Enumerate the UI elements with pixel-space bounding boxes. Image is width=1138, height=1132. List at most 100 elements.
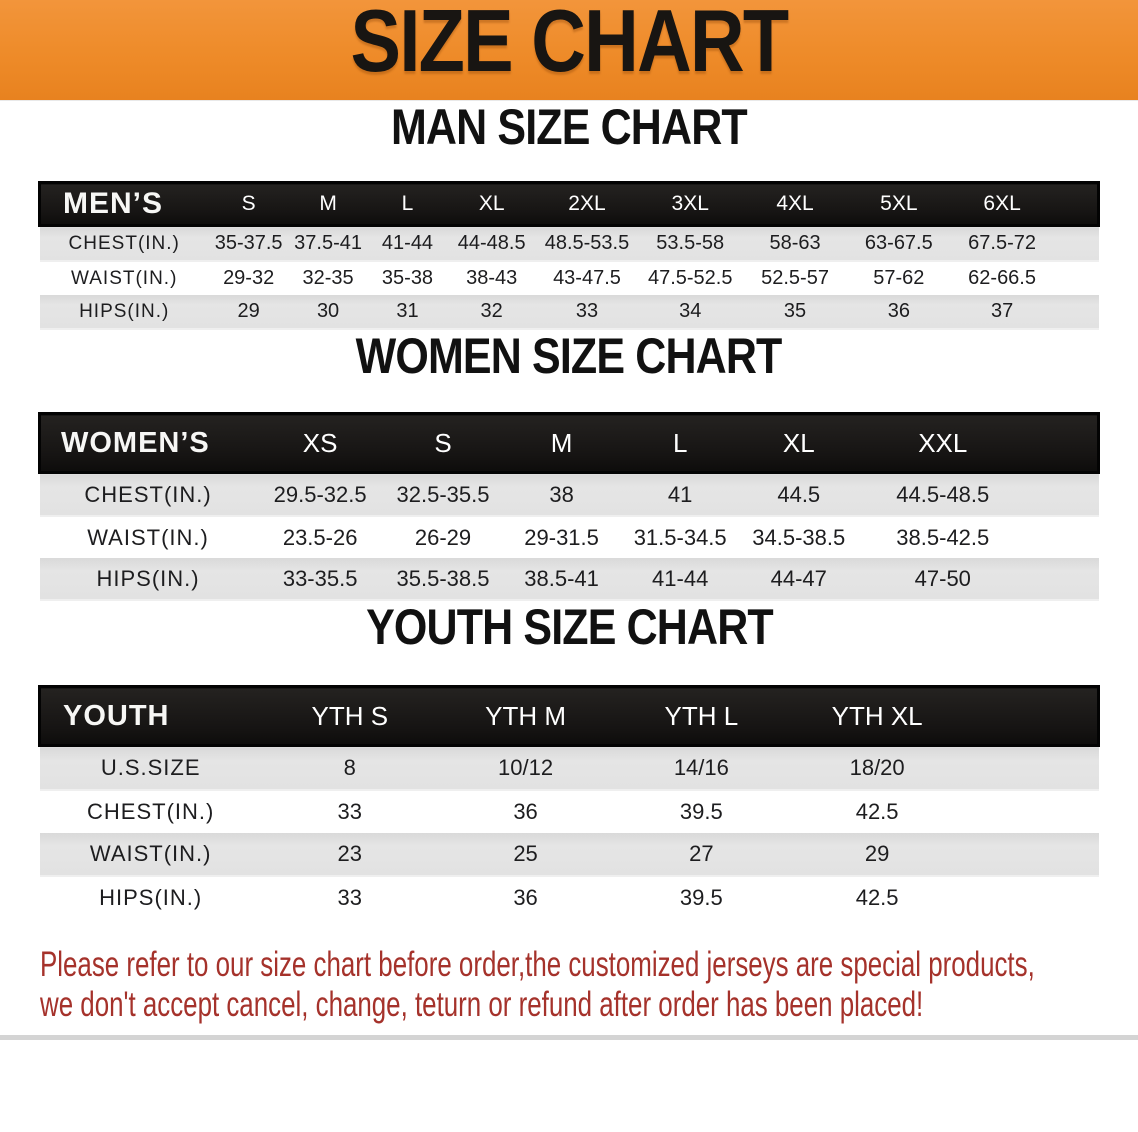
measurement-value: 35 [742, 295, 848, 330]
section-man: MAN SIZE CHART MEN’S S M L XL 2XL 3XL 4XL 5XL 6XL… [0, 101, 1138, 330]
measurement-value: 44.5-48.5 [858, 472, 1028, 517]
section-youth: YOUTH SIZE CHART YOUTH YTH S YTH M YTH L YTH… [0, 601, 1138, 919]
size-column-header: L [620, 412, 740, 474]
section-women: WOMEN SIZE CHART WOMEN’S XS S M L XL XXL CHEST(… [0, 330, 1138, 601]
measurement-label: WAIST(IN.) [39, 261, 209, 295]
measurement-value: 36 [437, 790, 614, 833]
size-column-header: 6XL [950, 181, 1054, 227]
measurement-value: 38 [502, 472, 621, 517]
measurement-label: CHEST(IN.) [39, 790, 262, 833]
bottom-divider [0, 1035, 1138, 1040]
measurement-row: WAIST(IN.) 29-32 32-35 35-38 38-43 43-47.5 47.… [39, 261, 1099, 295]
disclaimer-line-2: we don't accept cancel, change, teturn o… [40, 985, 924, 1024]
measurement-value: 52.5-57 [742, 261, 848, 295]
size-column-header: 2XL [536, 181, 638, 227]
youth-size-table: YOUTH YTH S YTH M YTH L YTH XL U.S.SIZE 8 10/12… [37, 685, 1101, 919]
youth-section-heading: YOUTH SIZE CHART [0, 601, 1138, 663]
size-column-header: XL [447, 181, 537, 227]
measurement-value: 48.5-53.5 [536, 225, 638, 262]
measurement-label: HIPS(IN.) [39, 558, 257, 601]
women-section-heading: WOMEN SIZE CHART [0, 330, 1138, 392]
row-spacer-cell [1027, 516, 1099, 558]
header-spacer-cell [965, 685, 1101, 747]
measurement-value: 38.5-41 [502, 558, 621, 601]
measurement-label: U.S.SIZE [39, 745, 262, 791]
measurement-row: CHEST(IN.) 33 36 39.5 42.5 [39, 790, 1099, 833]
measurement-value: 8 [261, 745, 438, 791]
measurement-value: 41-44 [620, 558, 740, 601]
measurement-row: CHEST(IN.) 35-37.5 37.5-41 41-44 44-48.5 48.5… [39, 225, 1099, 262]
measurement-value: 41-44 [367, 225, 448, 262]
disclaimer: Please refer to our size chart before or… [40, 945, 1138, 1025]
size-column-header: XS [256, 412, 384, 474]
measurement-value: 38-43 [447, 261, 537, 295]
measurement-value: 58-63 [742, 225, 848, 262]
row-spacer-cell [1027, 558, 1099, 601]
measurement-value: 29 [789, 833, 966, 877]
size-column-header: XXL [858, 412, 1028, 474]
measurement-row: HIPS(IN.) 33 36 39.5 42.5 [39, 876, 1099, 919]
measurement-value: 32.5-35.5 [383, 472, 503, 517]
row-spacer-cell [965, 876, 1099, 919]
size-column-header: S [383, 412, 503, 474]
measurement-value: 33-35.5 [256, 558, 384, 601]
table-group-label: YOUTH [37, 685, 262, 747]
measurement-value: 29 [208, 295, 289, 330]
measurement-value: 29.5-32.5 [256, 472, 384, 517]
size-column-header: M [288, 181, 368, 227]
measurement-value: 44-48.5 [447, 225, 537, 262]
header-spacer-cell [1053, 181, 1100, 227]
measurement-value: 63-67.5 [847, 225, 951, 262]
size-column-header: 4XL [742, 181, 848, 227]
measurement-value: 32-35 [288, 261, 368, 295]
measurement-value: 35.5-38.5 [383, 558, 503, 601]
measurement-row: CHEST(IN.) 29.5-32.5 32.5-35.5 38 41 44.5 44.5… [39, 472, 1099, 517]
row-spacer-cell [965, 745, 1099, 791]
table-group-label: MEN’S [37, 181, 209, 227]
measurement-value: 23.5-26 [256, 516, 384, 558]
measurement-value: 44-47 [739, 558, 859, 601]
measurement-value: 47-50 [858, 558, 1028, 601]
man-section-heading: MAN SIZE CHART [0, 101, 1138, 163]
size-column-header: YTH S [261, 685, 438, 747]
row-spacer-cell [1027, 472, 1099, 517]
table-header-row: YOUTH YTH S YTH M YTH L YTH XL [37, 685, 1101, 747]
page-title-text: SIZE CHART [350, 0, 790, 90]
measurement-value: 23 [261, 833, 438, 877]
size-column-header: M [502, 412, 621, 474]
measurement-label: CHEST(IN.) [39, 225, 209, 262]
measurement-value: 39.5 [613, 876, 790, 919]
measurement-value: 36 [847, 295, 951, 330]
measurement-row: U.S.SIZE 8 10/12 14/16 18/20 [39, 745, 1099, 791]
measurement-value: 34 [637, 295, 743, 330]
measurement-row: WAIST(IN.) 23.5-26 26-29 29-31.5 31.5-34.5 34… [39, 516, 1099, 558]
row-spacer-cell [965, 790, 1099, 833]
measurement-value: 37 [950, 295, 1054, 330]
size-column-header: XL [739, 412, 859, 474]
measurement-label: WAIST(IN.) [39, 833, 262, 877]
measurement-value: 33 [261, 876, 438, 919]
measurement-label: WAIST(IN.) [39, 516, 257, 558]
womens-size-table: WOMEN’S XS S M L XL XXL CHEST(IN.) 29.5-32.5 32.5… [37, 412, 1100, 601]
banner: SIZE CHART [0, 0, 1138, 101]
measurement-row: HIPS(IN.) 33-35.5 35.5-38.5 38.5-41 41-44 44-… [39, 558, 1099, 601]
size-column-header: S [208, 181, 289, 227]
measurement-value: 44.5 [739, 472, 859, 517]
measurement-value: 25 [437, 833, 614, 877]
measurement-value: 26-29 [383, 516, 503, 558]
measurement-value: 62-66.5 [950, 261, 1054, 295]
man-section-heading-text: MAN SIZE CHART [391, 99, 748, 155]
measurement-value: 30 [288, 295, 368, 330]
size-column-header: YTH XL [789, 685, 966, 747]
row-spacer-cell [965, 833, 1099, 877]
measurement-value: 29-31.5 [502, 516, 621, 558]
measurement-value: 38.5-42.5 [858, 516, 1028, 558]
measurement-value: 47.5-52.5 [637, 261, 743, 295]
measurement-value: 31.5-34.5 [620, 516, 740, 558]
measurement-value: 43-47.5 [536, 261, 638, 295]
measurement-value: 35-37.5 [208, 225, 289, 262]
measurement-value: 53.5-58 [637, 225, 743, 262]
table-header-row: WOMEN’S XS S M L XL XXL [37, 412, 1100, 474]
measurement-value: 42.5 [789, 876, 966, 919]
disclaimer-line-1: Please refer to our size chart before or… [40, 945, 1035, 984]
